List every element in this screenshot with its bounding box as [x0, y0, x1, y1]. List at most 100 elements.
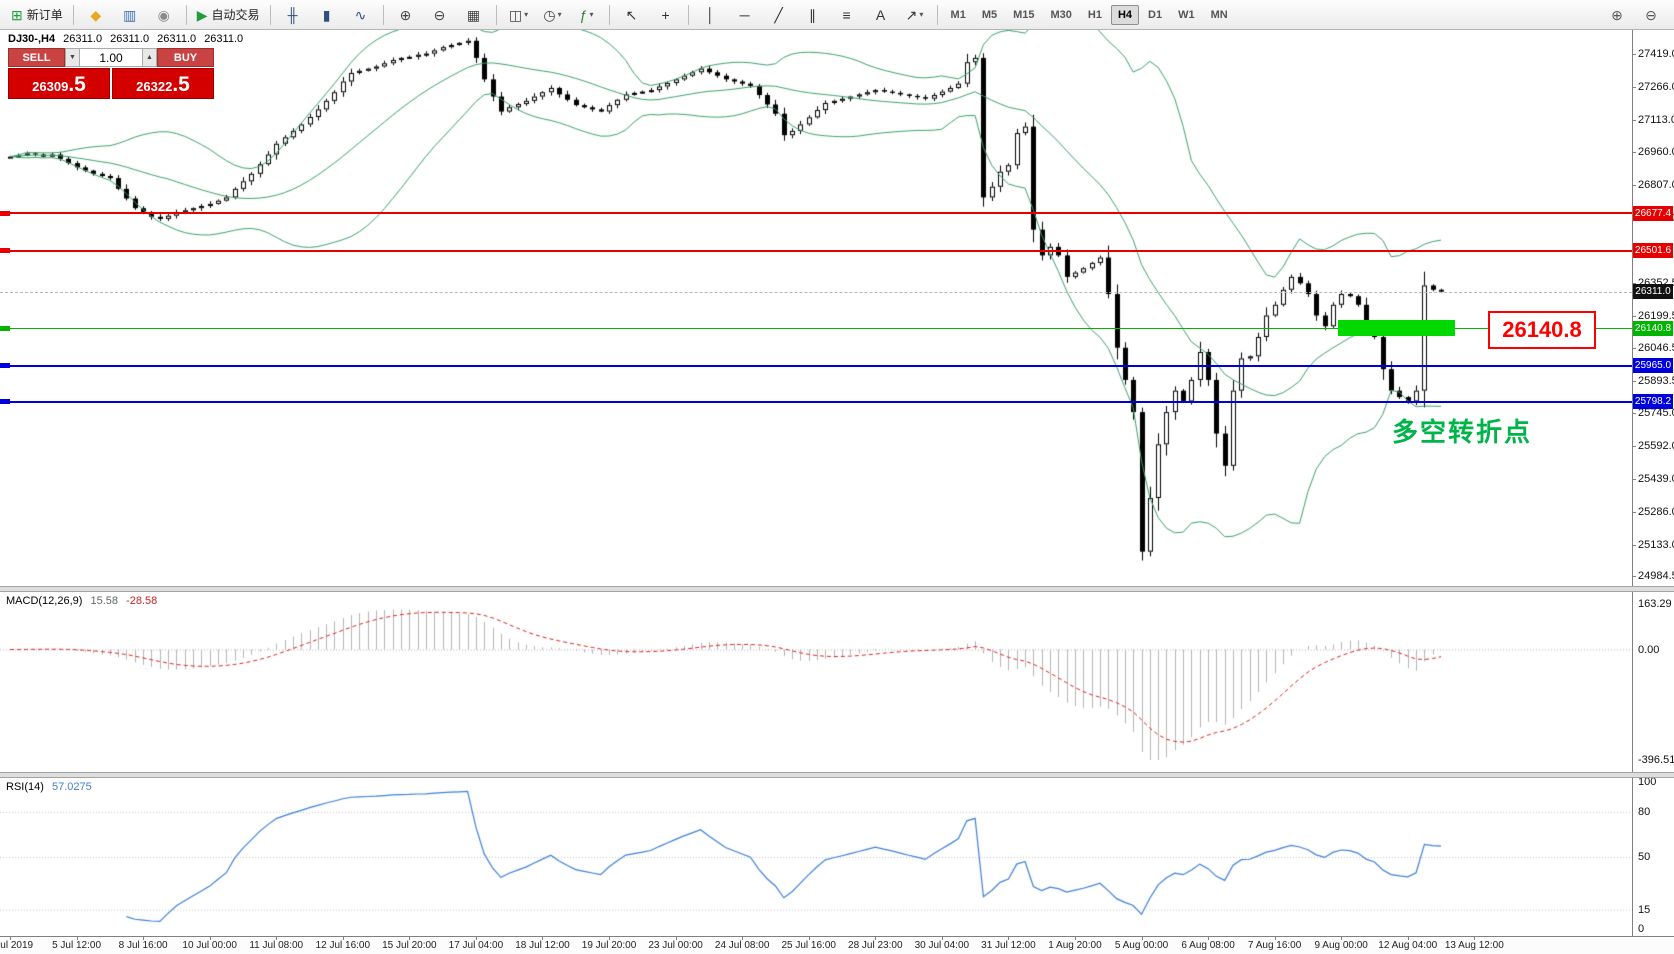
toolbar-separator — [269, 4, 271, 25]
macd-canvas[interactable] — [0, 592, 1632, 772]
volume-input[interactable] — [80, 48, 142, 67]
rsi-axis-label: 100 — [1638, 776, 1657, 788]
buy-button[interactable]: BUY — [157, 48, 214, 67]
toolbar-separator — [185, 4, 187, 25]
timeframe-h1-button[interactable]: H1 — [1087, 8, 1102, 21]
text-button[interactable]: A — [865, 2, 897, 28]
volume-increase-button[interactable]: ▲ — [142, 48, 157, 67]
time-axis-label: 25 Jul 16:00 — [781, 940, 836, 951]
buy-price-frac: .5 — [172, 73, 190, 96]
legend-low: 26311.0 — [157, 33, 197, 45]
price-tickmark — [1632, 86, 1636, 88]
market-watch-button[interactable]: ▥ — [114, 2, 146, 28]
rsi-canvas[interactable] — [0, 778, 1632, 936]
panel-separator-rsi[interactable] — [0, 772, 1674, 778]
timeframe-d1-button[interactable]: D1 — [1148, 8, 1163, 21]
bar-chart-button[interactable]: ╫ — [277, 2, 309, 28]
support-line-1[interactable] — [0, 364, 1632, 367]
trendline-button[interactable]: ╱ — [763, 2, 795, 28]
time-tickmark — [875, 936, 877, 940]
toolbar-separator — [608, 4, 610, 25]
new-order-icon: ⊞ — [11, 6, 23, 23]
new-order-button[interactable]: ⊞ 新订单 — [7, 2, 67, 28]
macd-main-value: 15.58 — [90, 595, 119, 607]
timeframe-m15-button[interactable]: M15 — [1013, 8, 1035, 21]
cursor-button[interactable]: ↖ — [616, 2, 648, 28]
price-tick-label: 26199.5 — [1638, 309, 1674, 322]
alerts-button[interactable]: ◆ — [80, 2, 112, 28]
time-axis-label: 5 Aug 00:00 — [1114, 940, 1169, 951]
price-tickmark — [1632, 478, 1636, 480]
time-axis-label: 28 Jul 23:00 — [848, 940, 903, 951]
time-axis-label: 30 Jul 04:00 — [914, 940, 970, 951]
time-tickmark — [1074, 936, 1076, 940]
price-tick-label: 25745.0 — [1638, 407, 1674, 420]
auto-trading-button[interactable]: ▶ 自动交易 — [193, 2, 264, 28]
timeframe-w1-button[interactable]: W1 — [1178, 8, 1195, 21]
sound-button[interactable]: ◉ — [148, 2, 180, 28]
time-axis-label: 11 Jul 08:00 — [249, 940, 304, 951]
templates-button[interactable]: ◷ ▾ — [537, 2, 569, 28]
panel-separator-macd[interactable] — [0, 586, 1674, 592]
auto-trading-icon: ▶ — [196, 6, 208, 23]
horizontal-line-button[interactable]: ─ — [729, 2, 761, 28]
channel-button[interactable]: ∥ — [797, 2, 829, 28]
line-chart-button[interactable]: ∿ — [345, 2, 377, 28]
toolbar: ⊞ 新订单 ◆ ▥ ◉ ▶ 自动交易 ╫ ▮ ∿ ⊕ ⊖ ▦ ◫ ▾ ◷ ▾ ƒ ▾ ↖ + │ ─ ╱ ∥ ≡ A ↗ ▾ M1 M5 M1… — [0, 0, 1674, 30]
magnifier-minus-icon: ⊖ — [1645, 6, 1657, 23]
time-tickmark — [475, 936, 477, 940]
price-axis-border — [1632, 30, 1633, 936]
sell-button[interactable]: SELL — [8, 48, 65, 67]
support-line-2[interactable] — [0, 400, 1632, 403]
arrows-button[interactable]: ↗ ▾ — [899, 2, 931, 28]
support-line-2-edge-tag — [0, 399, 10, 405]
macd-axis-label: -396.51 — [1638, 754, 1674, 766]
timeframe-m1-button[interactable]: M1 — [950, 8, 966, 21]
turning-point-annotation[interactable]: 多空转折点 — [1392, 417, 1533, 447]
alerts-icon: ◆ — [90, 6, 102, 23]
vertical-line-button[interactable]: │ — [695, 2, 727, 28]
price-tick-label: 26807.0 — [1638, 179, 1674, 192]
time-axis-label: 8 Jul 16:00 — [118, 940, 168, 951]
buy-price-display[interactable]: 26322.5 — [112, 68, 214, 99]
price-tickmark — [1632, 315, 1636, 317]
crosshair-button[interactable]: + — [650, 2, 682, 28]
fibonacci-button[interactable]: ≡ — [831, 2, 863, 28]
price-tick-label: 25893.5 — [1638, 375, 1674, 388]
indicators-icon: ƒ — [579, 6, 588, 23]
support-zone-rect[interactable] — [1338, 320, 1455, 337]
zoom-in-button[interactable]: ⊕ — [390, 2, 422, 28]
magnifier-minus-button[interactable]: ⊖ — [1635, 2, 1667, 28]
resistance-line-2-badge: 26501.6 — [1633, 243, 1673, 259]
rsi-value: 57.0275 — [51, 781, 92, 793]
resistance-line-1[interactable] — [0, 212, 1632, 215]
time-axis-label: 9 Aug 00:00 — [1314, 940, 1368, 951]
magnifier-plus-button[interactable]: ⊕ — [1601, 2, 1633, 28]
candlestick-chart-icon: ▮ — [322, 6, 331, 23]
timeframe-m30-button[interactable]: M30 — [1050, 8, 1072, 21]
macd-indicator-label: MACD(12,26,9) 15.58 -28.58 — [6, 595, 157, 607]
price-tickmark — [1632, 119, 1636, 121]
volume-decrease-button[interactable]: ▼ — [65, 48, 80, 67]
time-axis-label: 13 Aug 12:00 — [1444, 940, 1504, 951]
zoom-out-button[interactable]: ⊖ — [424, 2, 456, 28]
time-axis-label: 5 Jul 12:00 — [52, 940, 102, 951]
main-chart-canvas[interactable] — [0, 30, 1632, 586]
tile-windows-button[interactable]: ▦ — [458, 2, 490, 28]
price-tickmark — [1632, 348, 1636, 350]
chevron-down-icon: ▾ — [524, 10, 529, 19]
new-chart-button[interactable]: ◫ ▾ — [503, 2, 535, 28]
timeframe-h4-button[interactable]: H4 — [1110, 4, 1140, 25]
timeframe-mn-button[interactable]: MN — [1210, 8, 1228, 21]
price-tickmark — [1632, 381, 1636, 383]
pivot-line[interactable] — [0, 327, 1632, 329]
legend-open: 26311.0 — [63, 33, 103, 45]
candlestick-chart-button[interactable]: ▮ — [311, 2, 343, 28]
price-callout[interactable]: 26140.8 — [1488, 311, 1596, 350]
timeframe-m5-button[interactable]: M5 — [981, 8, 998, 21]
resistance-line-2[interactable] — [0, 249, 1632, 252]
time-axis[interactable]: 4 Jul 2019 5 Jul 12:00 8 Jul 16:00 10 Jul 0… — [0, 936, 1674, 954]
chevron-down-icon: ▾ — [919, 10, 924, 19]
sell-price-display[interactable]: 26309.5 — [8, 68, 110, 99]
indicators-button[interactable]: ƒ ▾ — [571, 2, 603, 28]
